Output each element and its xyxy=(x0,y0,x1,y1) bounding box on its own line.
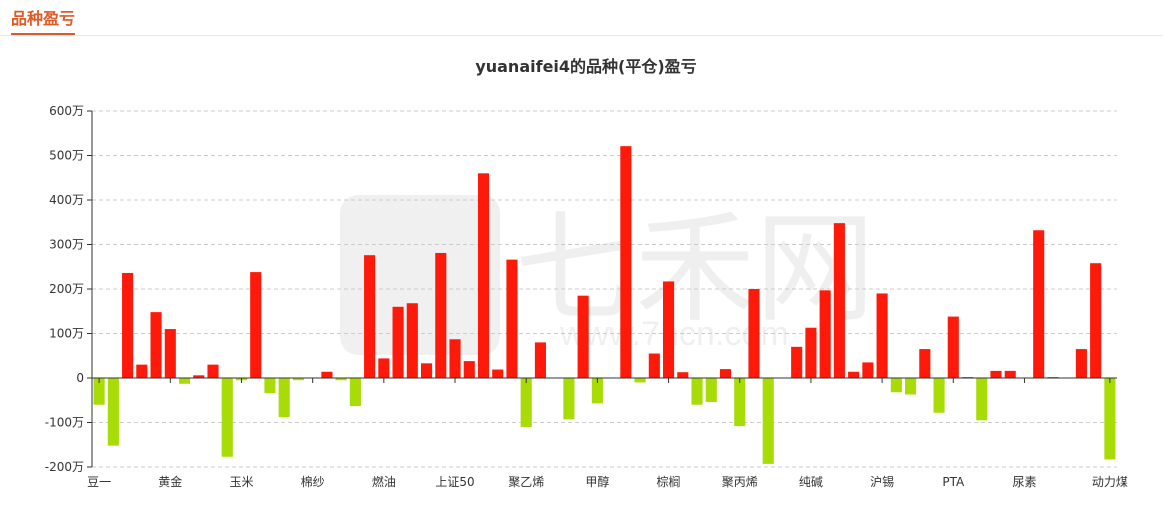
y-tick-label: 300万 xyxy=(49,238,84,252)
bar[interactable] xyxy=(563,378,575,420)
x-tick-label: 聚丙烯 xyxy=(722,475,758,489)
x-tick-label: 沪锡 xyxy=(870,474,894,489)
bars xyxy=(93,146,1116,464)
bar[interactable] xyxy=(150,312,162,378)
x-tick-label: 燃油 xyxy=(372,474,396,489)
bar[interactable] xyxy=(463,361,475,378)
bar[interactable] xyxy=(890,378,902,393)
bar[interactable] xyxy=(364,255,376,378)
bar[interactable] xyxy=(591,378,603,404)
bar[interactable] xyxy=(321,371,333,378)
x-tick-label: 棕榈 xyxy=(657,474,681,489)
bar[interactable] xyxy=(292,378,304,381)
watermark-logo-mark xyxy=(340,195,500,355)
y-tick-label: 600万 xyxy=(49,104,84,118)
bar[interactable] xyxy=(805,327,817,378)
bar[interactable] xyxy=(534,342,546,378)
bar[interactable] xyxy=(990,370,1002,378)
bar[interactable] xyxy=(1104,378,1116,460)
bar[interactable] xyxy=(250,272,262,378)
y-tick-label: 0 xyxy=(76,371,84,385)
bar[interactable] xyxy=(748,289,760,378)
bar[interactable] xyxy=(93,378,105,405)
section-tab-profit-loss[interactable]: 品种盈亏 xyxy=(11,9,76,35)
bar[interactable] xyxy=(164,329,176,378)
bar[interactable] xyxy=(122,272,134,378)
x-tick-label: 玉米 xyxy=(229,475,253,489)
bar[interactable] xyxy=(406,303,418,378)
bar[interactable] xyxy=(477,173,490,378)
bar[interactable] xyxy=(264,378,276,394)
watermark: 七禾网 www.7hcn.com xyxy=(340,195,875,355)
bar[interactable] xyxy=(648,353,660,378)
bar[interactable] xyxy=(506,259,518,378)
bar[interactable] xyxy=(719,369,732,378)
x-tick-label: 黄金 xyxy=(158,474,182,489)
x-tick-label: 甲醇 xyxy=(585,474,609,489)
grid-lines xyxy=(92,110,1117,468)
bar[interactable] xyxy=(335,378,347,381)
bar[interactable] xyxy=(976,378,988,421)
bar[interactable] xyxy=(1033,230,1045,378)
bar[interactable] xyxy=(933,378,945,413)
x-tick-label: 聚乙烯 xyxy=(508,475,544,489)
bar[interactable] xyxy=(819,290,831,378)
bar[interactable] xyxy=(947,316,959,378)
y-tick-label: 200万 xyxy=(49,282,84,296)
bar[interactable] xyxy=(919,349,931,378)
y-tick-label: 500万 xyxy=(49,149,84,163)
bar[interactable] xyxy=(848,371,860,378)
x-tick-label: 上证50 xyxy=(435,475,474,489)
y-axis: -200万 -100万 0 100万 200万 300万 400万 500万 600万 xyxy=(45,104,93,474)
bar[interactable] xyxy=(634,378,646,383)
bar[interactable] xyxy=(378,358,390,378)
bar[interactable] xyxy=(520,378,532,427)
bar[interactable] xyxy=(107,378,119,446)
bar[interactable] xyxy=(734,378,746,427)
bar[interactable] xyxy=(1075,349,1087,378)
bar[interactable] xyxy=(136,364,148,378)
bar[interactable] xyxy=(1090,263,1102,378)
section-header: 品种盈亏 xyxy=(0,0,1163,36)
bar[interactable] xyxy=(663,281,675,378)
watermark-brand: 七禾网 xyxy=(515,202,875,336)
bar[interactable] xyxy=(193,375,205,378)
y-tick-label: -200万 xyxy=(45,460,84,474)
x-tick-label: 棉纱 xyxy=(301,475,325,489)
bar[interactable] xyxy=(762,378,774,464)
bar[interactable] xyxy=(178,378,191,384)
bar[interactable] xyxy=(349,378,361,407)
bar[interactable] xyxy=(492,369,504,378)
y-tick-label: 400万 xyxy=(49,193,84,207)
bar[interactable] xyxy=(791,346,803,378)
y-tick-label: -100万 xyxy=(45,416,84,430)
bar[interactable] xyxy=(691,378,703,405)
bar[interactable] xyxy=(207,364,219,378)
bar[interactable] xyxy=(577,295,589,378)
x-tick-label: 纯碱 xyxy=(799,475,823,489)
bar[interactable] xyxy=(677,372,689,378)
bar[interactable] xyxy=(862,362,874,378)
bar[interactable] xyxy=(905,378,917,395)
bar[interactable] xyxy=(449,339,461,378)
bar[interactable] xyxy=(1004,370,1016,378)
x-axis: 豆一 黄金 玉米 棉纱 燃油 上证50 聚乙烯 甲醇 棕榈 聚丙烯 纯碱 沪锡 PTA 尿素 动力煤 xyxy=(87,377,1128,489)
chart-title: yuanaifei4的品种(平仓)盈亏 xyxy=(475,57,696,76)
bar[interactable] xyxy=(435,252,447,378)
y-tick-label: 100万 xyxy=(49,327,84,341)
x-tick-label: 尿素 xyxy=(1012,475,1036,489)
bar[interactable] xyxy=(833,223,845,378)
bar[interactable] xyxy=(420,363,433,378)
bar[interactable] xyxy=(876,293,888,378)
bar[interactable] xyxy=(392,306,404,378)
x-tick-label: PTA xyxy=(942,475,965,489)
bar[interactable] xyxy=(221,378,233,457)
bar[interactable] xyxy=(705,378,717,403)
bar[interactable] xyxy=(278,378,290,418)
x-tick-label: 豆一 xyxy=(87,475,111,489)
x-tick-label: 动力煤 xyxy=(1092,475,1128,489)
bar[interactable] xyxy=(620,146,632,378)
